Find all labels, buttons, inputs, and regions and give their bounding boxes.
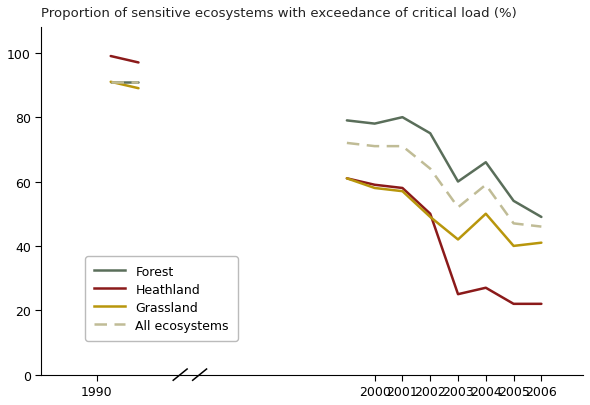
Legend: Forest, Heathland, Grassland, All ecosystems: Forest, Heathland, Grassland, All ecosys… xyxy=(86,256,238,341)
Text: Proportion of sensitive ecosystems with exceedance of critical load (%): Proportion of sensitive ecosystems with … xyxy=(41,7,517,20)
